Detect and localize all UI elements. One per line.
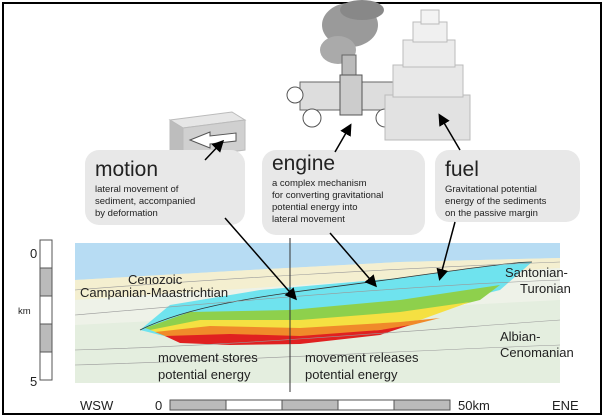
- fuel-icon: [384, 9, 471, 141]
- distance-scale: [169, 399, 451, 411]
- albian: Albian-Cenomanian: [500, 329, 574, 360]
- right-caption: movement releases potential energy: [305, 350, 419, 382]
- engine-title: engine: [272, 152, 335, 175]
- engine-box: [262, 150, 425, 235]
- left-caption: movement stores potential energy: [158, 350, 258, 382]
- fuel-title: fuel: [445, 158, 479, 181]
- depth-top: 0: [30, 246, 37, 261]
- motion-text: lateral movement of sediment, accompanied…: [95, 184, 195, 219]
- motion-title: motion: [95, 158, 158, 181]
- santonian: Santonian-Turonian: [505, 265, 571, 296]
- east: ENE: [552, 398, 579, 413]
- cenozoic: Cenozoic: [128, 272, 183, 287]
- scale-start: 0: [155, 398, 162, 413]
- depth-bottom: 5: [30, 374, 37, 389]
- motion-box: [85, 150, 245, 225]
- engine-icon: [286, 0, 396, 128]
- fuel-box: [435, 150, 580, 222]
- scale-end: 50km: [458, 398, 490, 413]
- engine-text: a complex mechanism for converting gravit…: [272, 178, 383, 225]
- depth-unit: km: [18, 306, 31, 317]
- cross-section: [74, 238, 561, 392]
- arrows: [204, 113, 461, 301]
- campanian: Campanian-Maastrichtian: [80, 285, 228, 300]
- depth-scale: [39, 239, 53, 381]
- fuel-text: Gravitational potential energy of the sed…: [445, 184, 547, 219]
- west: WSW: [80, 398, 114, 413]
